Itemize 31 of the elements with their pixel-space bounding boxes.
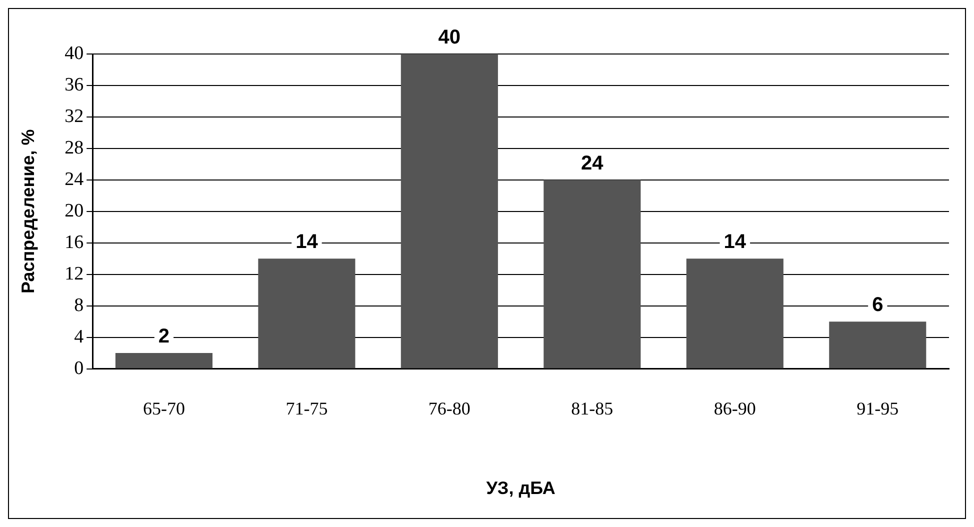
y-tick-label: 24 [64, 168, 84, 190]
bar [115, 353, 212, 368]
y-tick-label: 32 [64, 106, 84, 127]
y-tick-label: 28 [64, 137, 84, 158]
data-label: 2 [158, 326, 170, 348]
data-label: 6 [872, 294, 884, 316]
bar [829, 322, 926, 368]
x-axis-title: УЗ, дБА [486, 478, 556, 498]
bar [400, 54, 498, 368]
y-tick-label: 0 [74, 358, 84, 379]
y-tick-label: 4 [74, 326, 84, 348]
x-tick-label: 65-70 [142, 398, 185, 418]
y-tick-label: 20 [64, 200, 84, 222]
y-tick-label: 16 [64, 232, 84, 253]
bar [686, 258, 784, 368]
y-tick-label: 12 [64, 263, 84, 284]
data-label: 14 [724, 231, 747, 254]
x-tick-label: 86-90 [714, 398, 756, 418]
data-label: 40 [438, 26, 461, 49]
data-label: 24 [581, 152, 604, 174]
x-tick-label: 91-95 [856, 398, 899, 418]
bar [258, 258, 356, 368]
y-tick-label: 40 [64, 42, 84, 64]
x-tick-label: 76-80 [428, 398, 470, 418]
y-tick-label: 8 [74, 294, 84, 316]
bar [544, 180, 641, 368]
y-tick-label: 36 [64, 74, 84, 96]
x-tick-label: 71-75 [286, 398, 328, 418]
data-label: 14 [296, 231, 319, 254]
y-axis-title: Распределение, % [18, 129, 38, 294]
x-tick-label: 81-85 [571, 398, 614, 418]
